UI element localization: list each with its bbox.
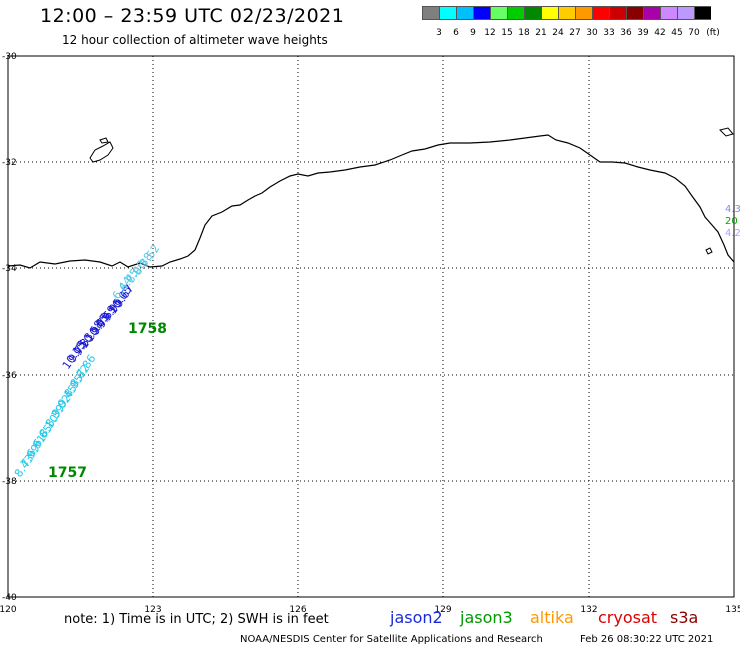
colorbar-swatch [609, 6, 626, 20]
lon-tick-label: 120 [0, 605, 17, 615]
colorbar-label: 42 [654, 28, 666, 38]
footer-note: note: 1) Time is in UTC; 2) SWH is in fe… [64, 612, 329, 627]
colorbar-swatch [473, 6, 490, 20]
colorbar-swatch [677, 6, 694, 20]
colorbar-swatch [575, 6, 592, 20]
island-kangaroo [705, 247, 713, 255]
credit-line: NOAA/NESDIS Center for Satellite Applica… [240, 634, 543, 645]
legend-jason2: jason2 [390, 608, 443, 627]
colorbar-label: 9 [470, 28, 476, 38]
right-edge-wave-label: 4.2 [725, 228, 740, 239]
map-subtitle: 12 hour collection of altimeter wave hei… [62, 33, 328, 47]
colorbar-label: 6 [453, 28, 459, 38]
colorbar-label: 21 [535, 28, 547, 38]
colorbar-swatch [660, 6, 677, 20]
lat-tick-label: -36 [2, 371, 17, 381]
lat-tick-label: -38 [2, 477, 17, 487]
lon-tick-label: 129 [434, 605, 451, 615]
legend-cryosat: cryosat [598, 608, 658, 627]
colorbar-label: 18 [518, 28, 530, 38]
lon-tick-label: 126 [289, 605, 306, 615]
cyan-wave-labels: 8.437.996.916.658.108.399.029.458.958.62… [12, 352, 99, 480]
island-eyre [719, 127, 734, 137]
colorbar-swatch [558, 6, 575, 20]
colorbar-label: 3 [436, 28, 442, 38]
colorbar-swatch [592, 6, 609, 20]
island-recherche [89, 141, 114, 163]
colorbar-label: 39 [637, 28, 649, 38]
colorbar-label: (ft) [706, 28, 720, 38]
map-frame [7, 55, 735, 598]
axis-tick-labels: 120 123 126 129 132 135 -30 -32 -34 -36 -38 -40 [0, 52, 740, 615]
legend-jason3: jason3 [460, 608, 513, 627]
colorbar-label: 12 [484, 28, 496, 38]
colorbar-swatch [507, 6, 524, 20]
colorbar-swatch [490, 6, 507, 20]
pass-time-label: 1757 [48, 465, 87, 481]
blue-wave-labels: 10.159.759.3310.5810.659.799.699.9510.05… [60, 282, 137, 372]
lat-tick-label: -34 [2, 264, 17, 274]
light-wave-labels: 6.446.758.068.387.52 [110, 242, 163, 302]
lon-tick-label: 135 [725, 605, 740, 615]
colorbar-label: 45 [671, 28, 683, 38]
right-edge-wave-label: 20 [725, 216, 738, 227]
colorbar-swatch [541, 6, 558, 20]
colorbar-label: 36 [620, 28, 632, 38]
colorbar-label: 27 [569, 28, 581, 38]
pass-time-label: 1758 [128, 321, 167, 337]
colorbar-label: 33 [603, 28, 615, 38]
colorbar-label: 70 [688, 28, 700, 38]
wave-height-colorbar: 3 6 9 12 15 18 21 24 27 30 33 36 39 42 45 70 (ft) [422, 6, 720, 38]
graticule-grid [8, 56, 734, 597]
light-wave-label: 7.52 [138, 242, 163, 270]
colorbar-swatch [626, 6, 643, 20]
lat-tick-label: -40 [2, 593, 17, 603]
colorbar-label: 15 [501, 28, 513, 38]
legend-altika: altika [530, 608, 574, 627]
credit-timestamp: Feb 26 08:30:22 UTC 2021 [580, 634, 714, 645]
colorbar-swatch [524, 6, 541, 20]
map-title: 12:00 – 23:59 UTC 02/23/2021 [40, 5, 345, 27]
pass-time-labels: 1758 1757 [48, 321, 167, 481]
colorbar-label: 24 [552, 28, 564, 38]
lon-tick-label: 123 [144, 605, 161, 615]
lat-tick-label: -30 [2, 52, 17, 62]
lat-tick-label: -32 [2, 158, 17, 168]
legend-s3a: s3a [670, 608, 699, 627]
colorbar-swatch [422, 6, 439, 20]
colorbar-swatch [643, 6, 660, 20]
right-edge-wave-label: 4.3 [725, 204, 740, 215]
island-small [99, 137, 109, 144]
colorbar-label: 30 [586, 28, 598, 38]
colorbar-swatch [456, 6, 473, 20]
coastline [7, 134, 735, 269]
colorbar-swatch [439, 6, 456, 20]
lon-tick-label: 132 [580, 605, 597, 615]
colorbar-swatch [694, 6, 711, 20]
